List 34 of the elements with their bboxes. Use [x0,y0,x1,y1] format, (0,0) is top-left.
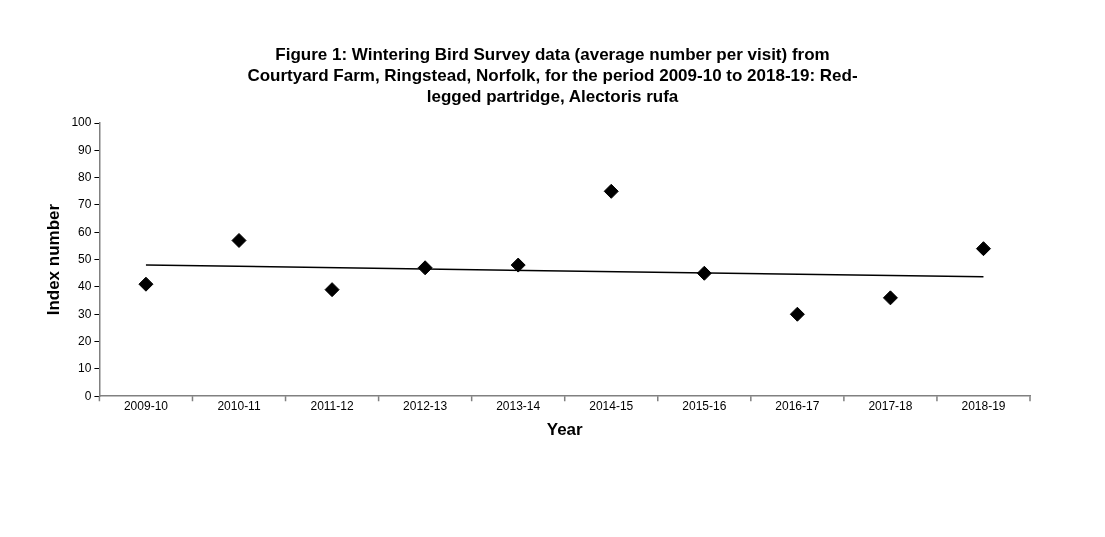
y-tick-label: 20 [78,333,92,348]
x-tick-label: 2016-17 [775,398,820,413]
chart-title: Figure 1: Wintering Bird Survey data (average number per visit) from Courtyard Farm, Ringstead, Norfolk, for the period 2009-10 to 2018-19: Red-legged partridge, Alectoris rufa [246,44,859,107]
y-tick-label: 0 [84,388,92,403]
point [231,232,247,248]
y-tick-label: 100 [71,115,92,130]
x-tick-label: 2018-19 [961,398,1006,413]
y-tick-label: 40 [78,279,92,294]
point [975,241,991,257]
x-tick-label: 2015-16 [682,398,727,413]
y-tick-label: 80 [78,169,92,184]
x-axis-title: Year [546,420,584,440]
point [510,257,526,273]
y-tick-label: 90 [78,142,92,157]
y-tick-label: 70 [78,197,92,212]
x-tick-label: 2013-14 [496,398,541,413]
point [138,276,154,292]
x-tick-label: 2011-12 [310,398,354,413]
x-tick-label: 2009-10 [123,398,169,413]
x-tick-label: 2010-11 [217,398,261,413]
y-tick-label: 50 [78,251,92,266]
point [603,183,619,199]
y-axis-title: Index number [43,203,63,316]
point [789,306,805,322]
y-tick-label: 30 [78,306,92,321]
point [324,282,340,298]
point [882,290,898,306]
x-tick-label: 2017-18 [868,398,913,413]
x-tick-label: 2012-13 [403,398,448,413]
point [696,265,712,281]
y-tick-label: 10 [78,361,92,376]
point [417,260,433,276]
y-tick-label: 60 [78,224,92,239]
x-tick-label: 2014-15 [589,398,634,413]
